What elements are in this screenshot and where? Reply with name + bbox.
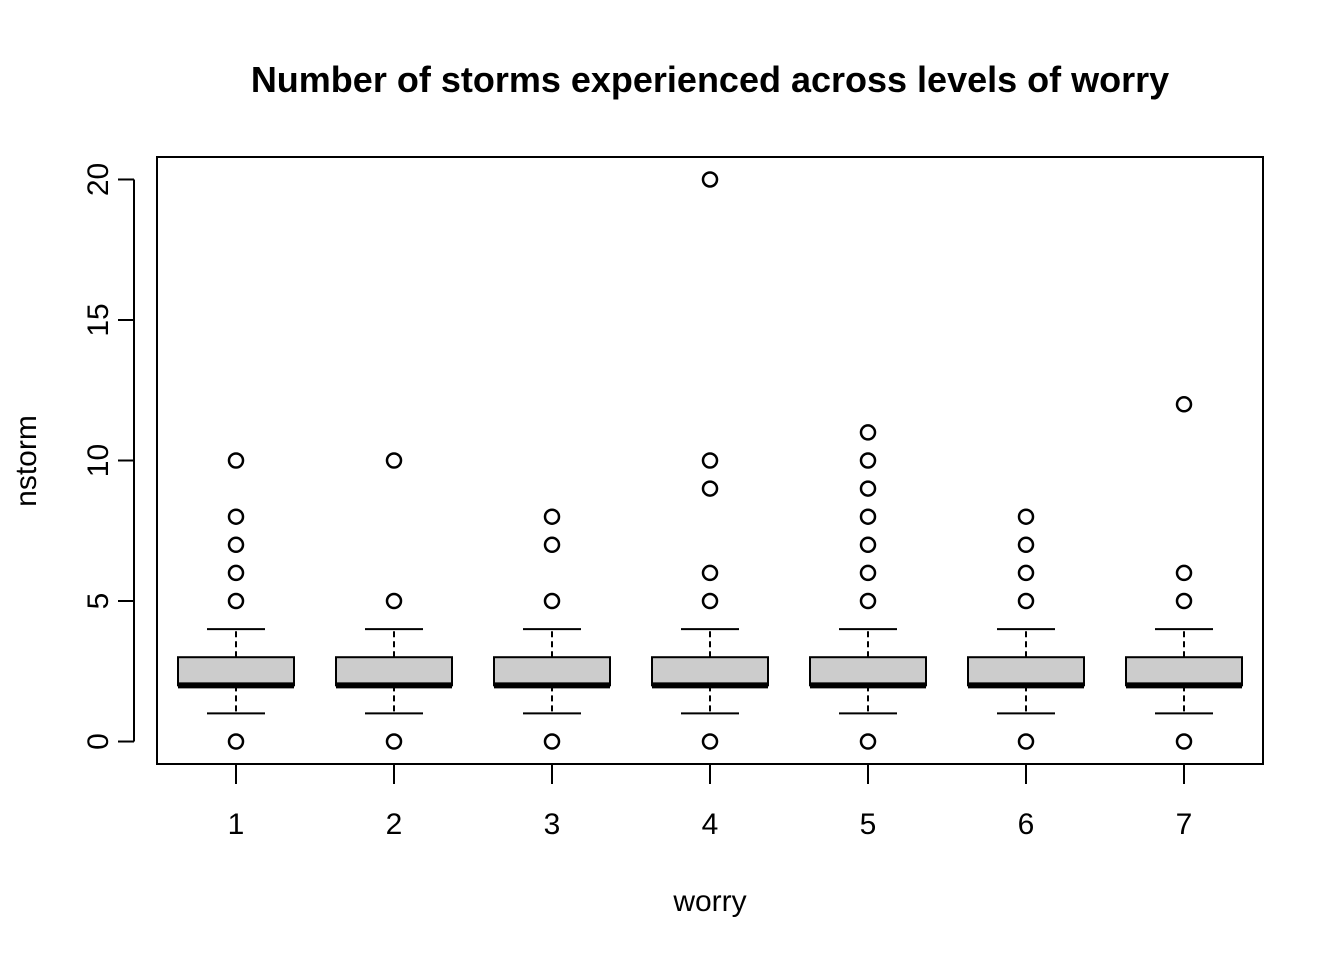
x-axis-label: worry <box>672 885 746 918</box>
outlier-point <box>1175 592 1193 610</box>
y-axis-label: nstorm <box>10 415 43 507</box>
box-category-7 <box>1125 396 1243 750</box>
outlier-point <box>1017 564 1035 582</box>
outlier-point <box>1017 733 1035 750</box>
box-category-6 <box>967 508 1085 750</box>
outlier-point <box>385 733 403 750</box>
outlier-point <box>385 452 403 469</box>
outlier-point <box>227 536 245 554</box>
x-tick-label: 7 <box>1176 808 1193 841</box>
outlier-point <box>701 480 719 497</box>
outlier-point <box>859 452 877 469</box>
outlier-point <box>1017 508 1035 525</box>
outlier-point <box>701 564 719 582</box>
outlier-point <box>701 592 719 610</box>
outlier-point <box>1017 536 1035 554</box>
box-category-3 <box>493 508 611 750</box>
box-iqr <box>335 656 453 687</box>
x-tick-label: 5 <box>860 808 877 841</box>
box-iqr <box>651 656 769 687</box>
y-axis: 0 5 10 15 20 <box>82 163 135 750</box>
outlier-point <box>543 733 561 750</box>
outlier-point <box>227 592 245 610</box>
chart-title: Number of storms experienced across leve… <box>251 59 1169 100</box>
outlier-point <box>543 536 561 554</box>
outlier-point <box>859 733 877 750</box>
x-tick-label: 2 <box>386 808 403 841</box>
outlier-point <box>227 452 245 469</box>
x-tick-label: 1 <box>228 808 245 841</box>
outlier-point <box>859 536 877 554</box>
outlier-point <box>543 508 561 525</box>
y-tick-label: 15 <box>82 303 115 336</box>
box-iqr <box>809 656 927 687</box>
x-tick-label: 6 <box>1018 808 1035 841</box>
box-iqr <box>177 656 295 687</box>
y-tick-label: 20 <box>82 163 115 196</box>
box-category-4 <box>651 171 769 750</box>
box-category-1 <box>177 452 295 750</box>
x-tick-label: 3 <box>544 808 561 841</box>
outlier-point <box>859 424 877 441</box>
outlier-point <box>859 592 877 610</box>
box-iqr <box>967 656 1085 687</box>
outlier-point <box>543 592 561 610</box>
box-category-2 <box>335 452 453 750</box>
y-tick-label: 5 <box>82 593 115 610</box>
x-axis: 1 2 3 4 5 6 7 <box>228 764 1193 841</box>
outlier-point <box>701 452 719 469</box>
x-tick-label: 4 <box>702 808 719 841</box>
outlier-point <box>701 733 719 750</box>
outlier-point <box>1017 592 1035 610</box>
y-tick-label: 0 <box>82 733 115 750</box>
outlier-point <box>227 733 245 750</box>
box-category-5 <box>809 424 927 750</box>
outlier-point <box>385 592 403 610</box>
y-tick-label: 10 <box>82 444 115 477</box>
outlier-point <box>859 480 877 497</box>
outlier-point <box>227 508 245 525</box>
box-iqr <box>1125 656 1243 687</box>
boxes-group <box>177 171 1243 750</box>
box-iqr <box>493 656 611 687</box>
outlier-point <box>227 564 245 582</box>
outlier-point <box>859 564 877 582</box>
outlier-point <box>1175 396 1193 413</box>
outlier-point <box>1175 733 1193 750</box>
outlier-point <box>859 508 877 525</box>
outlier-point <box>1175 564 1193 582</box>
outlier-point <box>701 171 719 188</box>
